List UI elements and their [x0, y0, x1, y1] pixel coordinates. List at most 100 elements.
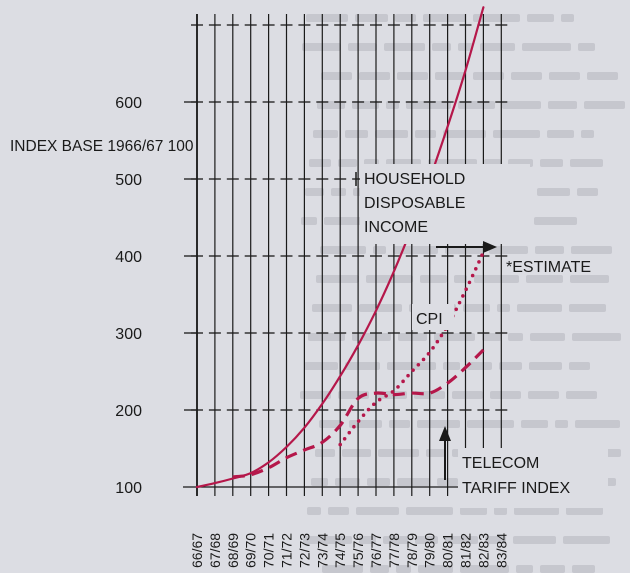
background-word	[494, 507, 507, 515]
background-word	[311, 478, 328, 486]
background-word	[308, 333, 345, 341]
background-word	[516, 565, 533, 573]
background-word	[548, 101, 577, 109]
annotation-text: TELECOM	[462, 455, 539, 472]
background-word	[460, 565, 509, 573]
background-word	[367, 478, 390, 486]
annotation-text: *ESTIMATE	[506, 259, 591, 276]
background-word	[527, 14, 554, 22]
x-tick-label: 77/78	[386, 533, 402, 568]
background-word	[321, 72, 352, 80]
background-word	[458, 101, 495, 109]
background-word	[406, 507, 453, 515]
background-word	[460, 507, 487, 515]
background-word	[396, 565, 411, 573]
x-tick-label: 66/67	[189, 533, 205, 568]
background-word	[432, 43, 451, 51]
background-word	[335, 478, 360, 486]
x-tick-label: 79/80	[422, 533, 438, 568]
background-word	[319, 420, 342, 428]
annotation-cpi: CPI	[412, 304, 454, 330]
background-word	[581, 130, 594, 138]
x-tick-label: 68/69	[225, 533, 241, 568]
background-word	[415, 536, 438, 544]
x-tick-label: 83/84	[493, 533, 509, 568]
background-word	[473, 72, 504, 80]
background-word	[420, 275, 447, 283]
chart-tick-labels: 100 200 300 400 500 600 66/67 67/68 68/69 69/70 70…	[115, 95, 509, 568]
background-word	[572, 565, 595, 573]
background-word	[540, 565, 565, 573]
background-word	[309, 159, 331, 167]
annotation-backdrop	[360, 164, 530, 244]
background-word	[584, 101, 625, 109]
y-tick-label: 200	[115, 403, 142, 420]
annotation-text: HOUSEHOLD	[364, 171, 465, 188]
y-tick-label: 600	[115, 95, 142, 112]
y-axis-label: INDEX BASE 1966/67 100	[10, 138, 194, 155]
x-tick-label: 75/76	[350, 533, 366, 568]
background-word	[578, 43, 595, 51]
background-word	[587, 72, 618, 80]
background-word	[473, 14, 520, 22]
background-word	[338, 159, 357, 167]
background-word	[316, 275, 359, 283]
background-word	[467, 420, 514, 428]
background-word	[502, 101, 541, 109]
background-word	[328, 507, 349, 515]
annotation-backdrop	[458, 448, 608, 508]
background-word	[480, 43, 515, 51]
background-word	[529, 362, 562, 370]
background-word	[540, 159, 563, 167]
background-word	[489, 246, 528, 254]
background-word	[528, 391, 559, 399]
background-word	[305, 188, 324, 196]
background-word	[517, 304, 562, 312]
background-word	[454, 275, 467, 283]
background-word	[356, 507, 399, 515]
background-word	[434, 333, 475, 341]
background-word	[534, 217, 577, 225]
background-word	[569, 362, 590, 370]
background-word	[555, 420, 568, 428]
background-word	[547, 130, 574, 138]
background-word	[397, 478, 430, 486]
annotation-estimate: *ESTIMATE	[506, 259, 591, 276]
background-word	[359, 536, 376, 544]
background-word	[322, 565, 363, 573]
background-word	[345, 130, 368, 138]
annotation-telecom: TELECOM TARIFF INDEX	[458, 448, 608, 508]
background-word	[490, 391, 521, 399]
background-word	[386, 101, 399, 109]
background-word	[426, 449, 445, 457]
background-word	[300, 391, 331, 399]
chart-grid	[183, 14, 508, 496]
background-word	[398, 333, 427, 341]
background-word	[406, 101, 451, 109]
background-word	[375, 130, 408, 138]
background-word	[549, 72, 580, 80]
background-word	[417, 420, 460, 428]
x-tick-label: 72/73	[296, 533, 312, 568]
annotation-text: TARIFF INDEX	[462, 480, 570, 497]
x-tick-label: 78/79	[404, 533, 420, 568]
background-word	[378, 449, 419, 457]
annotation-text: CPI	[416, 311, 443, 328]
background-word	[307, 507, 321, 515]
background-word	[535, 246, 564, 254]
background-word	[563, 536, 610, 544]
x-tick-label: 76/77	[368, 533, 384, 568]
background-word	[570, 159, 603, 167]
y-tick-label: 400	[115, 249, 142, 266]
background-word	[493, 130, 540, 138]
x-tick-label: 82/83	[475, 533, 491, 568]
background-word	[521, 420, 548, 428]
background-word	[570, 275, 609, 283]
background-word	[423, 14, 466, 22]
background-word	[415, 130, 436, 138]
background-word	[526, 275, 563, 283]
background-word	[317, 101, 345, 109]
annotation-household: HOUSEHOLD DISPOSABLE INCOME	[360, 164, 530, 244]
annotation-text: DISPOSABLE	[364, 195, 465, 212]
